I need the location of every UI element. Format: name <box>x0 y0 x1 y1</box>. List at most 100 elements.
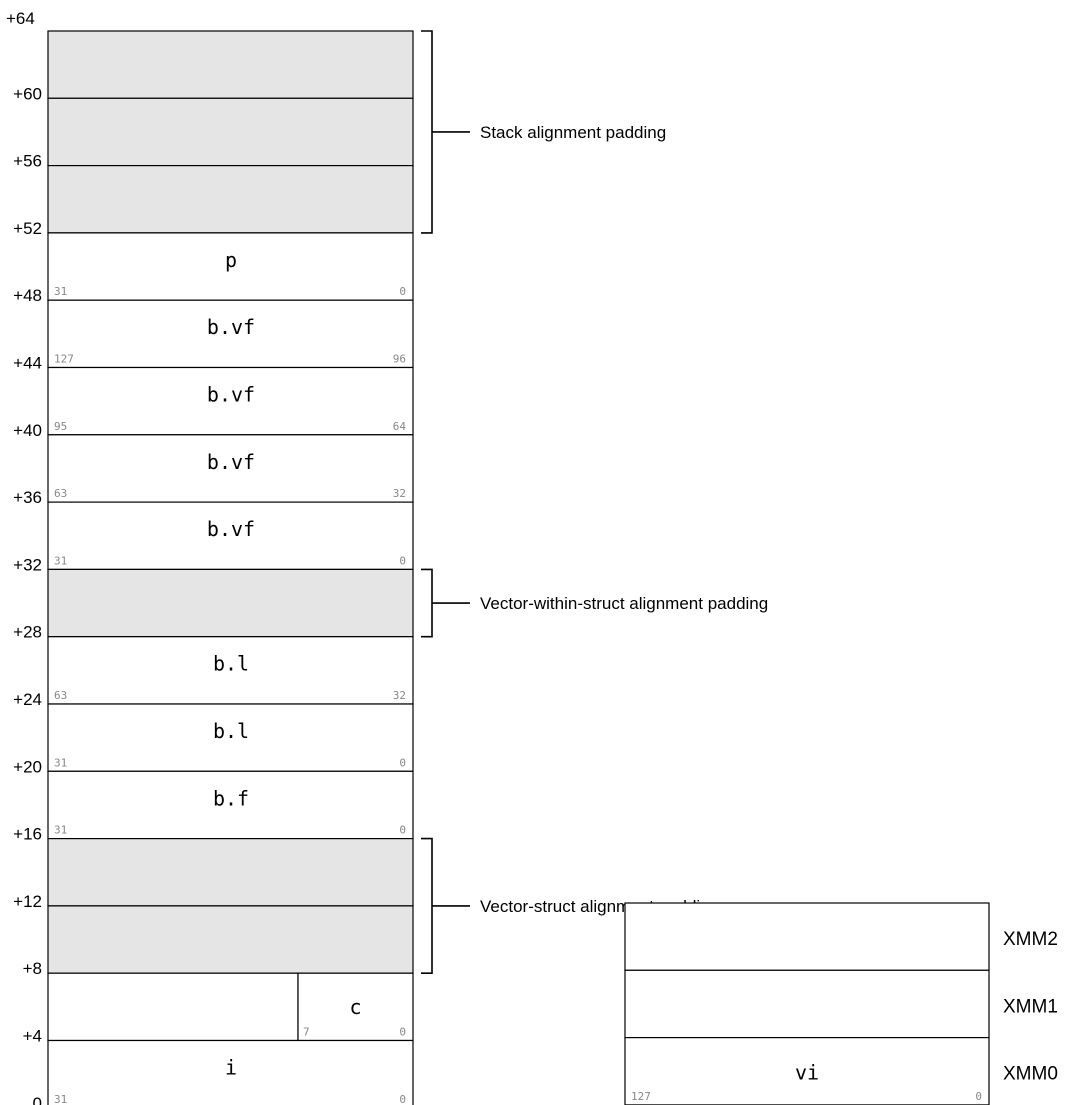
bit-low-label: 64 <box>393 420 407 433</box>
bit-high-label: 31 <box>54 285 67 298</box>
padding-cell <box>47 568 414 638</box>
offset-label: +56 <box>13 152 42 171</box>
stack-row: b.vf 63 32 +36 <box>13 434 414 507</box>
bracket <box>421 568 433 638</box>
offset-label: +60 <box>13 84 42 103</box>
stack-row: +60 <box>13 30 414 103</box>
bracket <box>421 30 433 234</box>
offset-label: +16 <box>13 825 42 844</box>
bit-low-label: 0 <box>399 554 406 567</box>
stack-row: b.vf 31 0 +32 <box>13 501 414 574</box>
top-offset-label: +64 <box>6 9 35 28</box>
offset-label: +4 <box>23 1027 42 1046</box>
stack-row: p 31 0 +48 <box>13 232 414 305</box>
unused-slot-cell <box>47 972 299 1042</box>
padding-annotation: Stack alignment padding <box>421 30 666 234</box>
offset-label: +8 <box>23 959 42 978</box>
bit-low-label: 32 <box>393 487 406 500</box>
field-label: b.vf <box>207 315 255 339</box>
annotation-label: Vector-within-struct alignment padding <box>480 594 768 613</box>
bit-high-label: 7 <box>303 1026 310 1039</box>
annotation-label: Stack alignment padding <box>480 123 666 142</box>
stack-row: +12 <box>13 837 414 911</box>
offset-label: +24 <box>13 690 42 709</box>
stack-row: c 7 0 +4 <box>23 972 414 1046</box>
field-cell <box>47 366 414 436</box>
bit-low-label: 0 <box>399 1026 406 1039</box>
offset-label: 0 <box>33 1094 42 1105</box>
bit-high-label: 31 <box>54 1093 67 1105</box>
register-field-label: vi <box>795 1061 819 1085</box>
bit-low-label: 0 <box>399 285 406 298</box>
offset-label: +52 <box>13 219 42 238</box>
field-cell <box>47 434 414 503</box>
field-label: c <box>349 995 361 1019</box>
bit-high-label: 127 <box>631 1090 651 1103</box>
padding-annotation: Vector-within-struct alignment padding <box>421 568 768 638</box>
padding-cell <box>47 165 414 234</box>
bit-low-label: 0 <box>399 824 406 837</box>
register-cell <box>624 969 990 1039</box>
register-name: XMM1 <box>1003 996 1058 1017</box>
offset-label: +36 <box>13 488 42 507</box>
stack-row: b.vf 127 96 +44 <box>13 299 414 373</box>
register-name: XMM0 <box>1003 1064 1058 1085</box>
offset-label: +28 <box>13 623 42 642</box>
bit-low-label: 0 <box>975 1090 982 1103</box>
padding-cell <box>47 30 414 99</box>
field-label: b.vf <box>207 517 255 541</box>
xmm-register: XMM1 <box>624 969 1058 1039</box>
register-cell <box>624 1036 990 1105</box>
offset-label: +32 <box>13 555 42 574</box>
field-label: b.f <box>213 786 249 810</box>
padding-cell <box>47 97 414 167</box>
bit-high-label: 63 <box>54 689 67 702</box>
stack-row: +28 <box>13 568 414 642</box>
field-label: p <box>225 248 237 272</box>
bit-high-label: 31 <box>54 756 67 769</box>
offset-label: +40 <box>13 421 42 440</box>
field-label: b.l <box>213 719 249 743</box>
field-cell <box>47 770 414 840</box>
xmm-register: vi 127 0 XMM0 <box>624 1036 1058 1105</box>
bit-low-label: 96 <box>393 353 406 366</box>
field-label: b.vf <box>207 450 255 474</box>
bit-low-label: 32 <box>393 689 406 702</box>
padding-cell <box>47 905 414 974</box>
field-label: i <box>225 1056 237 1080</box>
field-label: b.vf <box>207 383 255 407</box>
register-name: XMM2 <box>1003 929 1058 950</box>
xmm-register: XMM2 <box>624 902 1058 971</box>
bit-high-label: 95 <box>54 420 67 433</box>
bit-high-label: 63 <box>54 487 67 500</box>
stack-row: b.l 31 0 +20 <box>13 703 414 776</box>
padding-cell <box>47 837 414 907</box>
stack-row: b.l 63 32 +24 <box>13 636 414 709</box>
bit-low-label: 0 <box>399 756 406 769</box>
stack-row: +52 <box>13 165 414 238</box>
field-label: b.l <box>213 652 249 676</box>
stack-row: b.vf 95 64 +40 <box>13 366 414 440</box>
field-cell <box>47 299 414 369</box>
bit-high-label: 31 <box>54 554 67 567</box>
bit-low-label: 0 <box>399 1093 406 1105</box>
field-cell <box>47 501 414 571</box>
offset-label: +20 <box>13 757 42 776</box>
bit-high-label: 31 <box>54 824 67 837</box>
stack-row: i 31 0 0 <box>33 1039 414 1105</box>
bracket <box>421 837 433 974</box>
field-cell <box>47 636 414 705</box>
stack-row: +8 <box>23 905 414 978</box>
stack-row: +56 <box>13 97 414 171</box>
stack-row: b.f 31 0 +16 <box>13 770 414 844</box>
register-cell <box>624 902 990 971</box>
field-cell <box>47 232 414 301</box>
offset-label: +12 <box>13 892 42 911</box>
offset-label: +48 <box>13 286 42 305</box>
xmm-registers: XMM2 XMM1 vi 127 0 XMM0 <box>624 902 1058 1105</box>
bit-high-label: 127 <box>54 353 74 366</box>
offset-label: +44 <box>13 354 42 373</box>
field-cell <box>47 1039 414 1105</box>
